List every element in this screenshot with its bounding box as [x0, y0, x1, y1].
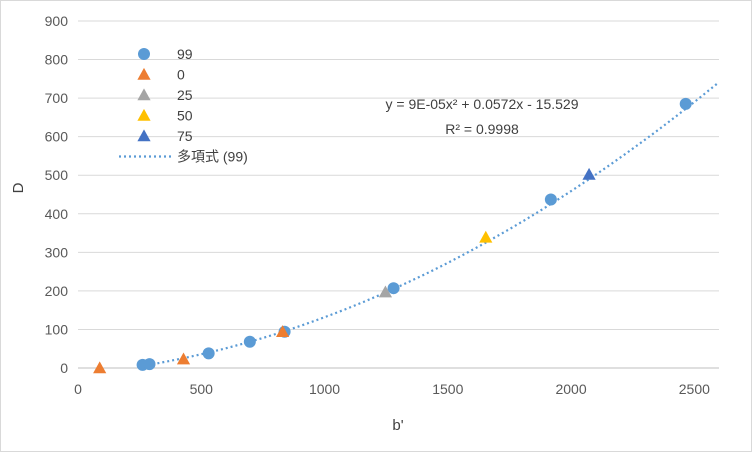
- y-tick-label: 800: [45, 52, 69, 68]
- y-tick-label: 200: [45, 283, 69, 299]
- data-point-series-99: [544, 193, 557, 206]
- y-tick-label: 500: [45, 167, 69, 183]
- x-tick-label: 500: [190, 381, 214, 397]
- data-point-series-0: [176, 352, 191, 365]
- legend-marker-75: [137, 129, 151, 142]
- y-tick-label: 600: [45, 129, 69, 145]
- legend-label-75: 75: [177, 128, 193, 144]
- legend-marker-0: [137, 67, 151, 80]
- data-point-series-25: [378, 285, 393, 298]
- data-point-series-99: [243, 335, 256, 348]
- data-points: [93, 97, 692, 374]
- y-tick-label: 100: [45, 321, 69, 337]
- x-tick-label: 1000: [309, 381, 340, 397]
- trendline: [142, 81, 720, 367]
- x-tick-label: 2000: [555, 381, 586, 397]
- data-point-series-99: [202, 347, 215, 360]
- data-point-series-75: [582, 167, 596, 180]
- legend-marker-50: [137, 108, 151, 121]
- data-point-series-99: [387, 282, 400, 295]
- trendline-equation: y = 9E-05x² + 0.0572x - 15.529: [385, 96, 578, 112]
- legend-label-0: 0: [177, 67, 185, 83]
- data-point-series-50: [479, 230, 493, 243]
- legend-label-99: 99: [177, 46, 193, 62]
- trendline-layer: [142, 81, 720, 367]
- legend-label-50: 50: [177, 108, 193, 124]
- x-tick-label: 1500: [432, 381, 463, 397]
- legend-marker-25: [137, 88, 151, 101]
- data-point-series-99: [679, 97, 692, 110]
- legend-marker-99: [138, 48, 150, 60]
- data-point-series-0: [276, 325, 290, 338]
- x-tick-label: 2500: [679, 381, 710, 397]
- y-tick-label: 900: [45, 13, 69, 29]
- x-tick-label: 0: [74, 381, 82, 397]
- trendline-r-squared: R² = 0.9998: [445, 121, 519, 137]
- gridlines: [78, 20, 719, 330]
- y-tick-label: 0: [60, 360, 68, 376]
- y-tick-label: 300: [45, 244, 69, 260]
- y-tick-label: 400: [45, 206, 69, 222]
- data-point-series-0: [93, 361, 107, 374]
- legend-label-trendline: 多項式 (99): [177, 149, 248, 165]
- legend: 99 0 25 50 75 多項式 (99): [119, 46, 248, 165]
- y-axis-title: D: [10, 182, 27, 193]
- legend-label-25: 25: [177, 87, 193, 103]
- y-tick-label: 700: [45, 90, 69, 106]
- data-point-series-99: [143, 358, 156, 371]
- x-axis-title: b': [392, 417, 403, 434]
